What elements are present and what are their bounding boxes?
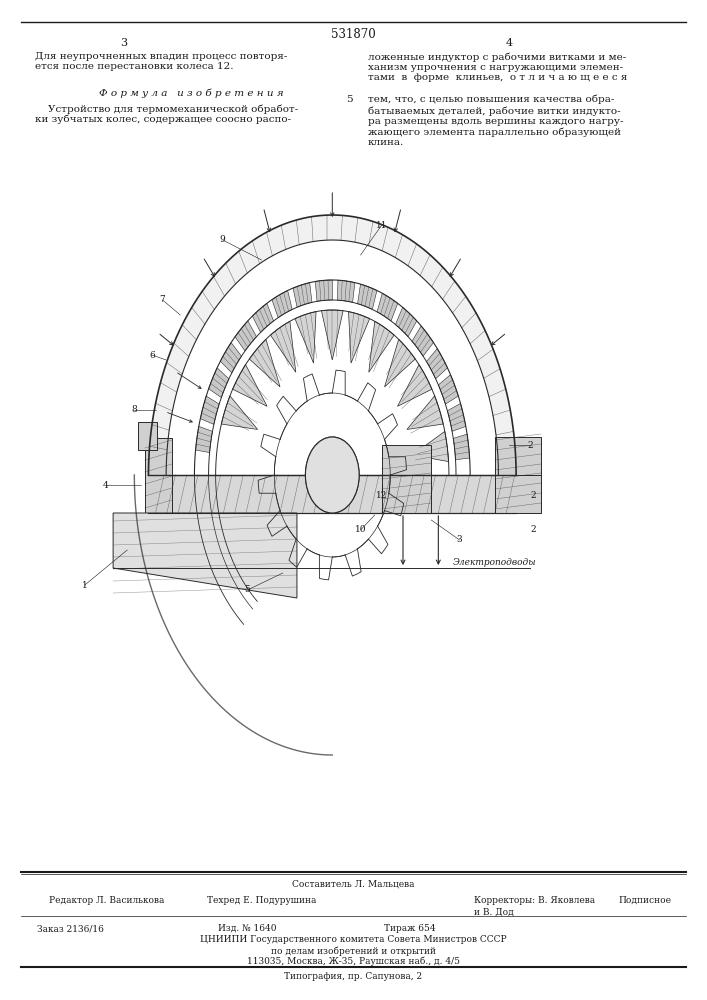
Text: 531870: 531870 (331, 28, 376, 41)
Polygon shape (315, 280, 332, 301)
Polygon shape (385, 339, 415, 387)
Polygon shape (377, 293, 398, 321)
Polygon shape (412, 431, 448, 462)
Polygon shape (221, 343, 242, 373)
Text: 6: 6 (149, 351, 155, 360)
Polygon shape (250, 339, 280, 387)
Polygon shape (271, 321, 296, 372)
Polygon shape (221, 396, 257, 429)
Polygon shape (272, 291, 292, 318)
Text: 3: 3 (120, 38, 127, 48)
Text: 7: 7 (160, 296, 165, 304)
Text: ЦНИИПИ Государственного комитета Совета Министров СССР: ЦНИИПИ Государственного комитета Совета … (200, 935, 507, 944)
Polygon shape (395, 307, 416, 337)
Text: 5: 5 (346, 95, 353, 104)
Text: 4: 4 (506, 38, 513, 48)
Polygon shape (200, 396, 219, 424)
Text: 2: 2 (527, 440, 533, 450)
Text: Устройство для термомеханической обработ-
ки зубчатых колес, содержащее соосно р: Устройство для термомеханической обработ… (35, 104, 298, 124)
Polygon shape (233, 365, 267, 406)
Text: 113035, Москва, Ж-35, Раушская наб., д. 4/5: 113035, Москва, Ж-35, Раушская наб., д. … (247, 957, 460, 966)
Text: 11: 11 (376, 221, 387, 230)
Bar (148, 475, 516, 513)
Polygon shape (448, 403, 466, 431)
Text: Тираж 654: Тираж 654 (384, 924, 436, 933)
Text: Техред Е. Подурушина: Техред Е. Подурушина (207, 896, 316, 905)
Text: Корректоры: В. Яковлева: Корректоры: В. Яковлева (474, 896, 595, 905)
Polygon shape (295, 312, 316, 363)
Text: по делам изобретений и открытий: по делам изобретений и открытий (271, 946, 436, 956)
Text: 1: 1 (82, 580, 88, 589)
Polygon shape (438, 375, 458, 404)
Text: Типография, пр. Сапунова, 2: Типография, пр. Сапунова, 2 (284, 972, 423, 981)
Text: 5: 5 (245, 585, 250, 594)
Polygon shape (337, 280, 355, 302)
Polygon shape (358, 284, 377, 309)
Text: Редактор Л. Василькова: Редактор Л. Василькова (49, 896, 165, 905)
Polygon shape (113, 513, 297, 598)
Text: Подписное: Подписное (619, 896, 672, 905)
Text: 2: 2 (530, 525, 536, 534)
Polygon shape (426, 349, 448, 379)
Bar (495, 437, 541, 475)
Polygon shape (397, 365, 432, 406)
Text: 3: 3 (457, 536, 462, 544)
Wedge shape (148, 215, 516, 475)
Bar (145, 438, 172, 513)
Polygon shape (252, 303, 274, 332)
Text: Изд. № 1640: Изд. № 1640 (218, 924, 276, 933)
Polygon shape (412, 326, 433, 356)
Polygon shape (349, 312, 370, 363)
Text: 4: 4 (103, 481, 109, 489)
Bar (382, 445, 431, 513)
Bar (138, 422, 157, 450)
Text: тем, что, с целью повышения качества обра-
батываемых деталей, рабочие витки инд: тем, что, с целью повышения качества обр… (368, 95, 623, 147)
Polygon shape (209, 368, 229, 398)
Polygon shape (453, 434, 469, 460)
Text: 2: 2 (530, 490, 536, 499)
Text: Электроподводы: Электроподводы (452, 558, 536, 567)
Polygon shape (322, 310, 343, 360)
Text: 8: 8 (132, 405, 137, 414)
Circle shape (305, 437, 359, 513)
Bar (495, 475, 541, 513)
Polygon shape (196, 426, 213, 453)
Text: 9: 9 (220, 235, 226, 244)
Text: Ф о р м у л а   и з о б р е т е н и я: Ф о р м у л а и з о б р е т е н и я (98, 88, 284, 98)
Text: 10: 10 (355, 525, 366, 534)
Text: и В. Дод: и В. Дод (474, 908, 513, 917)
Text: 12: 12 (376, 490, 387, 499)
Text: Составитель Л. Мальцева: Составитель Л. Мальцева (292, 879, 415, 888)
Polygon shape (293, 283, 312, 307)
Text: ложенные индуктор с рабочими витками и ме-
ханизм упрочнения с нагружающими элем: ложенные индуктор с рабочими витками и м… (368, 52, 627, 82)
Polygon shape (369, 321, 394, 372)
Text: Для неупрочненных впадин процесс повторя-
ется после перестановки колеса 12.: Для неупрочненных впадин процесс повторя… (35, 52, 288, 71)
Text: Заказ 2136/16: Заказ 2136/16 (37, 924, 104, 933)
Polygon shape (407, 396, 443, 429)
Polygon shape (235, 321, 257, 351)
